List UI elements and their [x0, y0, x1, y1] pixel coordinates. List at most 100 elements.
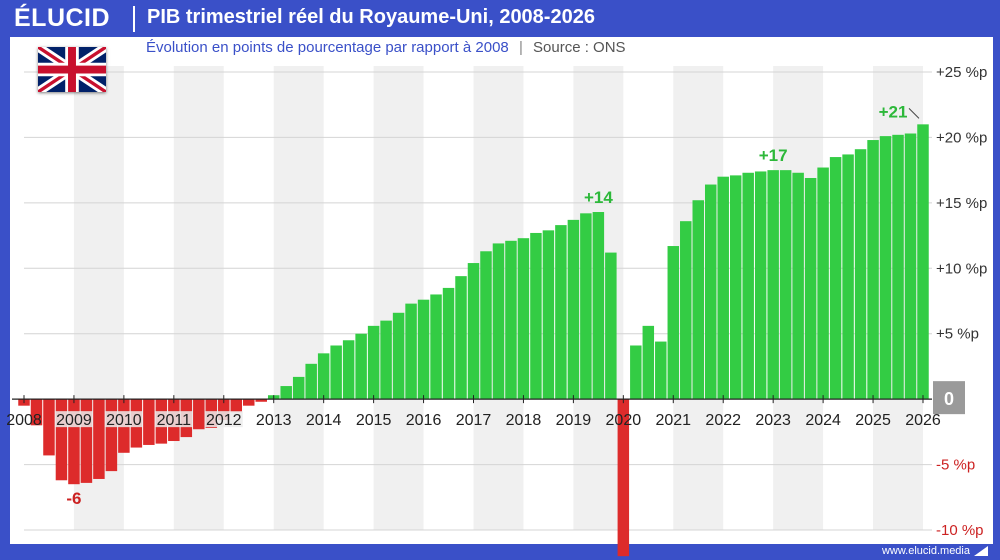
data-bar [305, 363, 317, 400]
data-bar [580, 213, 592, 400]
annotation-leader [908, 107, 920, 119]
data-bar [867, 140, 879, 400]
source-label: Source : ONS [533, 39, 626, 56]
year-stripe [173, 66, 224, 530]
x-tick-label: 2020 [606, 412, 642, 429]
data-bar [93, 399, 105, 479]
data-bar [380, 320, 392, 400]
y-tick-label: +5 %p [936, 326, 979, 343]
x-tick-label: 2017 [456, 412, 492, 429]
x-tick-label: 2024 [805, 412, 841, 429]
x-tick-label: 2018 [506, 412, 542, 429]
data-bar [193, 399, 205, 430]
x-tick-label: 2015 [356, 412, 392, 429]
data-bar [80, 399, 93, 483]
data-bar [143, 399, 155, 445]
data-bar [417, 299, 430, 400]
data-bar [642, 325, 655, 400]
x-tick-label-bg [104, 411, 143, 428]
header-bar: ÉLUCID PIB trimestriel réel du Royaume-U… [0, 0, 1000, 37]
data-bar [904, 133, 917, 400]
data-bar [367, 325, 380, 400]
footer-url: www.elucid.media [881, 545, 970, 557]
x-tick-label: 2026 [905, 412, 941, 429]
data-bar [517, 238, 530, 400]
x-tick-label: 2008 [6, 412, 42, 429]
x-tick-label: 2010 [106, 412, 142, 429]
zero-label-box [933, 381, 965, 415]
x-tick-label: 2014 [306, 412, 342, 429]
data-bar [692, 200, 704, 400]
data-bar [892, 134, 904, 400]
x-tick-label: 2019 [556, 412, 592, 429]
data-bar [555, 225, 567, 400]
data-bar [630, 345, 642, 400]
x-tick-label-bg [54, 411, 93, 428]
uk-flag-icon [38, 47, 106, 92]
data-bar [480, 251, 492, 400]
data-label: +17 [759, 146, 788, 165]
data-bar [729, 175, 742, 400]
data-bar [842, 154, 854, 400]
x-tick-label: 2022 [705, 412, 741, 429]
year-stripe [273, 66, 324, 530]
data-bar [829, 157, 842, 400]
data-bar [779, 170, 792, 400]
data-bar [717, 176, 729, 400]
brand-logo: ÉLUCID [14, 4, 111, 32]
data-bar [342, 340, 355, 400]
data-bar [292, 376, 305, 400]
data-bar [792, 172, 804, 400]
y-tick-label: +15 %p [936, 195, 987, 212]
x-tick-label-bg [154, 411, 193, 428]
data-bar [617, 399, 630, 557]
data-bar [392, 312, 405, 400]
x-tick-label: 2011 [157, 412, 192, 429]
y-tick-label: -5 %p [936, 457, 975, 474]
y-tick-label: +20 %p [936, 129, 987, 146]
data-bar [667, 246, 680, 400]
data-bar [455, 276, 467, 400]
data-bar [505, 240, 517, 400]
data-bar [879, 136, 892, 400]
y-tick-label: +10 %p [936, 260, 987, 277]
x-tick-label: 2025 [855, 412, 891, 429]
data-bar [817, 167, 829, 400]
data-bar [405, 303, 417, 400]
x-tick-label: 2012 [206, 412, 242, 429]
data-bar [605, 252, 617, 400]
data-bar [105, 399, 118, 472]
data-bar [592, 212, 605, 400]
data-bar [280, 386, 292, 400]
data-bar [492, 243, 505, 400]
data-bar [804, 177, 817, 400]
data-bar [317, 353, 330, 400]
data-bar [530, 232, 542, 400]
data-bar [68, 399, 80, 485]
data-bar [355, 333, 367, 400]
data-bar [442, 287, 455, 400]
data-bar [43, 399, 55, 456]
subtitle-separator: | [518, 39, 523, 56]
data-label: -6 [66, 489, 81, 508]
x-tick-label: 2021 [655, 412, 691, 429]
x-tick-label-bg [204, 411, 243, 428]
data-bar [917, 124, 929, 400]
data-bar [255, 399, 267, 402]
data-bar [567, 219, 580, 400]
data-bar [742, 172, 754, 400]
brand-mark-icon [974, 546, 988, 556]
data-bar [767, 170, 779, 400]
subtitle-text: Évolution en points de pourcentage par r… [146, 39, 509, 56]
x-tick-label: 2009 [56, 412, 92, 429]
year-stripe [373, 66, 424, 530]
data-bar [467, 263, 480, 400]
data-bar [430, 294, 442, 400]
data-bar [680, 221, 692, 400]
x-tick-label: 2023 [755, 412, 791, 429]
header-divider [133, 6, 135, 32]
chart-subtitle: Évolution en points de pourcentage par r… [146, 39, 626, 56]
data-bar [704, 184, 717, 400]
